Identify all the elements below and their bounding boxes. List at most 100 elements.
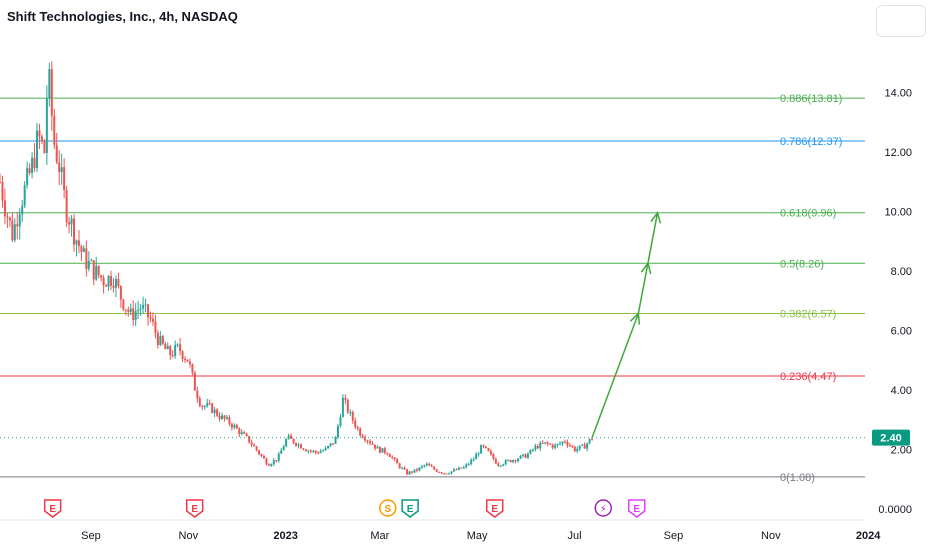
candle-body-80 xyxy=(196,390,199,399)
candle-body-69 xyxy=(169,346,172,356)
candle-body-131 xyxy=(322,450,325,452)
candle-body-186 xyxy=(457,467,460,470)
candle-body-160 xyxy=(393,457,396,460)
candle-body-147 xyxy=(361,435,364,438)
candle-body-10 xyxy=(23,185,26,206)
candle-body-234 xyxy=(576,448,579,452)
candle-body-120 xyxy=(295,443,298,446)
candle-body-42 xyxy=(102,277,105,286)
projection-segment-2 xyxy=(647,212,659,264)
candle-body-195 xyxy=(480,445,483,454)
candle-body-123 xyxy=(302,448,305,450)
candle-body-32 xyxy=(77,240,80,247)
candle-body-122 xyxy=(299,444,302,449)
x-tick-label-3: Mar xyxy=(370,530,389,542)
x-tick-label-6: Sep xyxy=(664,530,684,542)
candle-body-212 xyxy=(521,454,524,456)
candle-body-72 xyxy=(176,344,179,346)
candle-body-7 xyxy=(16,224,19,227)
candle-body-84 xyxy=(206,403,209,407)
candle-body-35 xyxy=(85,248,88,269)
candle-body-199 xyxy=(489,451,492,455)
candle-body-191 xyxy=(470,459,473,464)
candle-body-97 xyxy=(238,428,241,435)
candle-body-31 xyxy=(75,240,78,245)
candle-body-88 xyxy=(216,409,219,416)
candle-body-237 xyxy=(583,444,586,449)
candle-body-158 xyxy=(388,454,391,457)
candle-body-204 xyxy=(502,464,505,466)
candle-body-29 xyxy=(70,218,73,225)
fib-label-6: 0(1.08) xyxy=(780,472,815,484)
y-tick-label-7: 2.00 xyxy=(891,445,912,457)
candle-body-19 xyxy=(45,98,48,153)
candle-body-4 xyxy=(8,217,11,221)
candle-body-21 xyxy=(50,69,53,116)
projection-segment-0 xyxy=(591,313,640,438)
candle-body-184 xyxy=(452,469,455,472)
candle-body-16 xyxy=(38,130,41,137)
candle-body-145 xyxy=(356,427,359,429)
dividend-marker-label-5: ⚡ xyxy=(600,504,607,515)
candle-body-159 xyxy=(391,456,394,458)
candle-body-109 xyxy=(267,464,270,466)
candle-body-157 xyxy=(386,452,389,455)
candle-body-55 xyxy=(134,311,137,321)
candle-body-9 xyxy=(21,205,24,215)
candle-body-176 xyxy=(433,466,436,470)
candle-body-22 xyxy=(53,115,56,145)
candle-body-47 xyxy=(114,278,117,288)
candle-body-172 xyxy=(423,465,426,467)
dividend-marker-shape-5 xyxy=(594,499,612,517)
candle-body-74 xyxy=(181,351,184,359)
candle-body-103 xyxy=(253,444,256,447)
candle-body-23 xyxy=(55,144,58,163)
candle-body-87 xyxy=(213,409,216,413)
candle-body-56 xyxy=(137,309,140,312)
candle-body-111 xyxy=(272,460,275,465)
candle-body-221 xyxy=(544,442,547,444)
earnings-marker-label-0: E xyxy=(49,504,56,515)
y-tick-label-1: 14.00 xyxy=(884,88,912,100)
candle-body-94 xyxy=(230,423,233,428)
candle-body-226 xyxy=(556,444,559,446)
candle-body-34 xyxy=(82,248,85,252)
candle-body-206 xyxy=(507,460,510,462)
top-right-button[interactable] xyxy=(876,5,926,37)
candle-body-142 xyxy=(349,411,352,413)
candle-body-161 xyxy=(396,459,399,464)
candle-body-49 xyxy=(119,286,122,300)
candle-body-163 xyxy=(401,467,404,469)
earnings-marker-shape-4 xyxy=(485,499,504,518)
candle-body-11 xyxy=(26,168,29,186)
axes-group: 16.0014.0012.0010.008.006.004.002.000.00… xyxy=(0,28,912,542)
fib-label-0: 0.886(13.81) xyxy=(780,93,842,105)
candle-body-198 xyxy=(487,448,490,452)
candle-body-114 xyxy=(280,450,283,454)
candle-body-138 xyxy=(339,417,342,426)
candle-body-174 xyxy=(428,463,431,466)
candle-body-115 xyxy=(282,446,285,451)
candle-body-232 xyxy=(571,445,574,447)
candle-body-146 xyxy=(359,428,362,436)
candle-body-14 xyxy=(33,157,36,169)
y-tick-label-3: 10.00 xyxy=(884,207,912,219)
candle-body-6 xyxy=(13,224,16,241)
candle-body-57 xyxy=(139,308,142,310)
candle-body-27 xyxy=(65,190,68,223)
earnings-marker-label-3: E xyxy=(407,504,414,515)
candle-body-101 xyxy=(248,436,251,443)
candle-body-209 xyxy=(514,460,517,462)
earnings-marker-label-1: E xyxy=(191,504,198,515)
candle-body-152 xyxy=(373,444,376,449)
candle-body-124 xyxy=(304,449,307,452)
candle-body-135 xyxy=(332,443,335,445)
x-tick-label-8: 2024 xyxy=(856,530,881,542)
candle-body-15 xyxy=(36,130,39,169)
candle-body-218 xyxy=(536,445,539,449)
candle-body-197 xyxy=(484,446,487,449)
candle-body-132 xyxy=(324,447,327,451)
candle-body-39 xyxy=(95,265,98,280)
candle-body-235 xyxy=(578,445,581,449)
